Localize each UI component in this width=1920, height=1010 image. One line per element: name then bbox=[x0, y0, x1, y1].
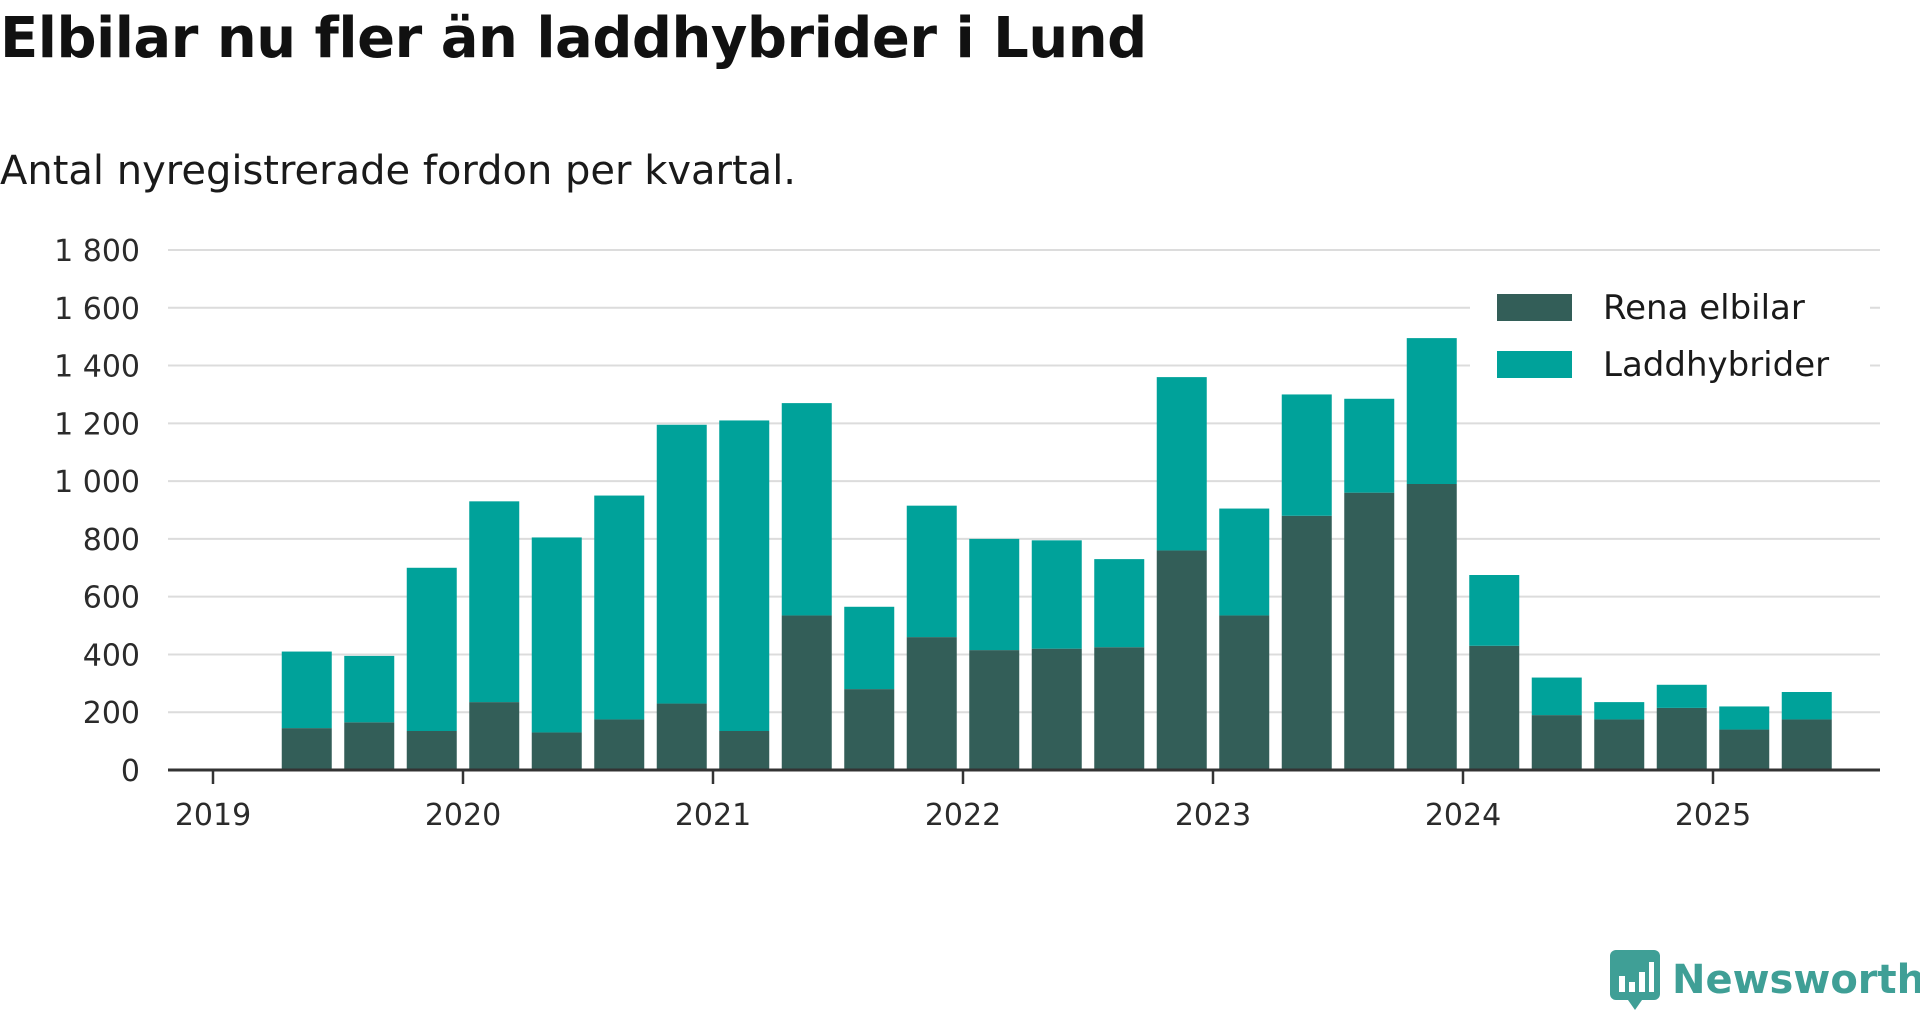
x-tick-label: 2024 bbox=[1425, 798, 1501, 833]
x-tick-label: 2020 bbox=[425, 798, 501, 833]
bar-laddhybrider bbox=[1031, 540, 1082, 649]
y-tick-label: 200 bbox=[83, 696, 140, 731]
bar-laddhybrider bbox=[1594, 702, 1645, 720]
bars bbox=[281, 338, 1832, 770]
y-tick-label: 600 bbox=[83, 581, 140, 616]
bar-laddhybrider bbox=[406, 567, 457, 731]
bar-rena-elbilar bbox=[531, 732, 582, 770]
x-tick-label: 2022 bbox=[925, 798, 1001, 833]
bar-laddhybrider bbox=[1219, 508, 1270, 616]
bar-rena-elbilar bbox=[1531, 715, 1582, 770]
bar-rena-elbilar bbox=[969, 650, 1020, 770]
axes: 0 200 400 600 800 1 000 1 200 1 400 1 600 1 800 20… bbox=[54, 234, 1880, 833]
bar-laddhybrider bbox=[719, 420, 770, 731]
y-tick-label: 1 600 bbox=[54, 292, 140, 327]
bar-laddhybrider bbox=[1281, 394, 1332, 516]
bar-laddhybrider bbox=[594, 495, 645, 720]
y-tick-label: 0 bbox=[121, 754, 140, 789]
bar-rena-elbilar bbox=[344, 722, 395, 770]
x-tick-label: 2021 bbox=[675, 798, 751, 833]
bar-laddhybrider bbox=[1656, 684, 1707, 708]
y-tick-label: 1 800 bbox=[54, 234, 140, 269]
bar-laddhybrider bbox=[281, 651, 332, 729]
bar-laddhybrider bbox=[344, 655, 395, 723]
bar-rena-elbilar bbox=[781, 615, 832, 770]
newsworthy-logo: Newsworthy bbox=[1610, 950, 1920, 1010]
bar-laddhybrider bbox=[1094, 559, 1145, 648]
chart-title: Elbilar nu fler än laddhybrider i Lund bbox=[0, 6, 1147, 71]
bar-rena-elbilar bbox=[1469, 645, 1520, 770]
bar-rena-elbilar bbox=[656, 703, 707, 770]
bar-rena-elbilar bbox=[469, 702, 520, 770]
y-tick-label: 400 bbox=[83, 638, 140, 673]
bar-laddhybrider bbox=[906, 505, 957, 638]
bar-rena-elbilar bbox=[594, 719, 645, 770]
bar-rena-elbilar bbox=[719, 731, 770, 770]
bar-laddhybrider bbox=[781, 403, 832, 616]
legend: Rena elbilar Laddhybrider bbox=[1470, 281, 1870, 388]
bar-laddhybrider bbox=[1781, 692, 1832, 720]
bar-rena-elbilar bbox=[1031, 648, 1082, 770]
legend-swatch bbox=[1497, 351, 1572, 378]
bar-laddhybrider bbox=[531, 537, 582, 733]
bar-laddhybrider bbox=[1531, 677, 1582, 716]
bar-rena-elbilar bbox=[1781, 719, 1832, 770]
y-tick-label: 800 bbox=[83, 523, 140, 558]
legend-swatch bbox=[1497, 294, 1572, 321]
bar-rena-elbilar bbox=[406, 731, 457, 770]
bar-laddhybrider bbox=[1406, 338, 1457, 484]
bar-laddhybrider bbox=[1719, 706, 1770, 730]
bar-laddhybrider bbox=[844, 606, 895, 690]
bar-rena-elbilar bbox=[281, 728, 332, 770]
legend-label: Rena elbilar bbox=[1603, 288, 1805, 328]
bar-rena-elbilar bbox=[1219, 615, 1270, 770]
newsworthy-bars-icon bbox=[1610, 950, 1660, 1010]
x-tick-label: 2019 bbox=[175, 798, 251, 833]
bar-rena-elbilar bbox=[1594, 719, 1645, 770]
bar-rena-elbilar bbox=[844, 689, 895, 770]
legend-label: Laddhybrider bbox=[1603, 345, 1829, 385]
bar-laddhybrider bbox=[1469, 575, 1520, 646]
bar-laddhybrider bbox=[1344, 398, 1395, 493]
bar-rena-elbilar bbox=[1719, 729, 1770, 770]
x-tick-label: 2023 bbox=[1175, 798, 1251, 833]
bar-rena-elbilar bbox=[1156, 550, 1207, 770]
bar-rena-elbilar bbox=[1344, 492, 1395, 770]
chart-subtitle: Antal nyregistrerade fordon per kvartal. bbox=[0, 148, 797, 194]
bar-rena-elbilar bbox=[1656, 707, 1707, 770]
y-tick-label: 1 200 bbox=[54, 407, 140, 442]
bar-rena-elbilar bbox=[1094, 647, 1145, 770]
x-tick-label: 2025 bbox=[1675, 798, 1751, 833]
bar-rena-elbilar bbox=[1406, 484, 1457, 770]
y-tick-label: 1 400 bbox=[54, 350, 140, 385]
bar-rena-elbilar bbox=[906, 637, 957, 770]
bar-laddhybrider bbox=[1156, 377, 1207, 551]
bar-rena-elbilar bbox=[1281, 515, 1332, 770]
bar-laddhybrider bbox=[969, 538, 1020, 651]
bar-laddhybrider bbox=[656, 424, 707, 704]
brand-name: Newsworthy bbox=[1672, 957, 1920, 1003]
y-tick-label: 1 000 bbox=[54, 465, 140, 500]
bar-laddhybrider bbox=[469, 501, 520, 703]
